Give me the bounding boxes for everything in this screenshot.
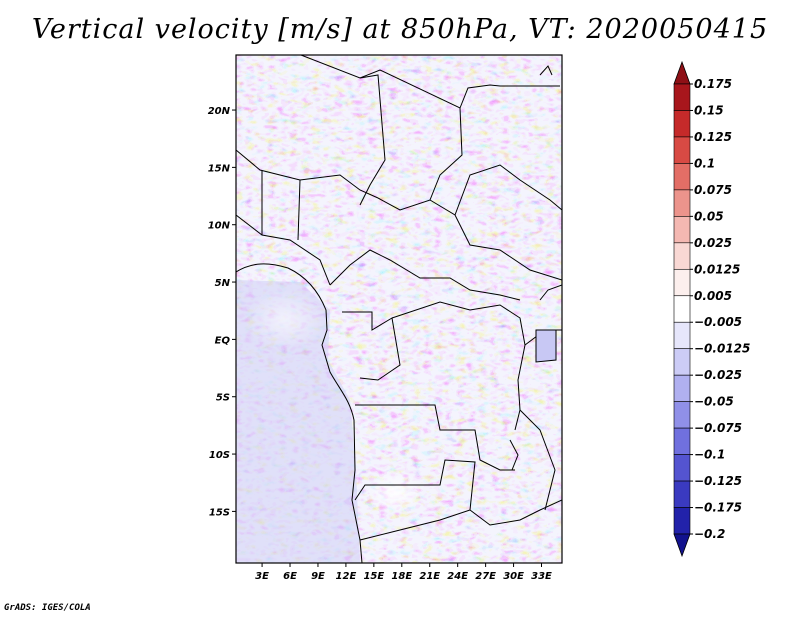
lat-tick-label: 10S [209, 450, 230, 461]
colorbar-label: 0.1 [694, 156, 715, 170]
longitude-axis: 3E 6E 9E 12E 15E 18E 21E 24E 27E 30E 33E [255, 563, 552, 582]
colorbar-label: −0.075 [694, 421, 742, 435]
lon-tick-label: 27E [475, 571, 496, 582]
lat-tick-label: 20N [208, 106, 231, 117]
map-title: Vertical velocity [m/s] at 850hPa, VT: 2… [31, 14, 769, 45]
colorbar-label: 0.15 [694, 103, 724, 117]
colorbar-label: 0.0125 [694, 262, 740, 276]
colorbar-swatch [673, 374, 691, 402]
colorbar-swatch [673, 295, 691, 323]
colorbar-swatch [673, 216, 691, 244]
lat-tick-label: 5S [216, 393, 230, 404]
colorbar-swatch [673, 110, 691, 138]
colorbar-label: −0.1 [694, 448, 725, 462]
colorbar-swatch [673, 507, 691, 535]
colorbar-swatch [673, 189, 691, 217]
colorbar-top-arrow [673, 60, 691, 85]
colorbar-label: −0.005 [694, 315, 742, 329]
colorbar-label: −0.025 [694, 368, 742, 382]
colorbar-swatch [673, 242, 691, 270]
lon-tick-label: 33E [531, 571, 552, 582]
boundaries [236, 55, 562, 563]
colorbar-label: −0.0125 [694, 342, 750, 356]
lon-tick-label: 12E [336, 571, 357, 582]
colorbar-swatch [673, 268, 691, 297]
velocity-field [236, 55, 562, 563]
colorbar-swatch [673, 136, 691, 164]
lon-tick-label: 30E [503, 571, 524, 582]
colorbar-swatch [673, 401, 691, 429]
colorbar-swatch [673, 427, 691, 455]
lon-tick-label: 9E [311, 571, 325, 582]
lon-tick-label: 21E [419, 571, 440, 582]
lon-tick-label: 18E [391, 571, 412, 582]
colorbar-swatch [673, 480, 691, 508]
colorbar-swatch [673, 454, 691, 482]
lat-tick-label: 15S [209, 507, 230, 518]
lat-tick-label: 10N [208, 221, 231, 232]
lat-tick-label: 15N [208, 163, 231, 174]
grads-credit: GrADS: IGES/COLA [4, 603, 91, 613]
latitude-axis: 20N 15N 10N 5N EQ 5S 10S 15S [208, 106, 236, 518]
lat-tick-label: EQ [215, 335, 231, 346]
lon-tick-label: 3E [255, 571, 269, 582]
plot-frame [235, 54, 563, 564]
colorbar: 0.175 0.15 0.125 0.1 0.075 0.05 0.025 0.0125 0.0… [673, 60, 750, 558]
colorbar-label: −0.05 [694, 395, 734, 409]
colorbar-label: 0.05 [694, 209, 724, 223]
colorbar-label: 0.075 [694, 183, 732, 197]
colorbar-swatch [673, 348, 691, 376]
colorbar-label: −0.125 [694, 474, 742, 488]
colorbar-swatch [673, 83, 691, 111]
colorbar-label: −0.175 [694, 501, 742, 515]
lon-tick-label: 6E [283, 571, 297, 582]
colorbar-label: 0.025 [694, 236, 732, 250]
colorbar-swatch [673, 163, 691, 191]
colorbar-swatch [673, 321, 691, 350]
lat-tick-label: 5N [215, 278, 231, 289]
colorbar-label: 0.005 [694, 289, 732, 303]
colorbar-label: 0.125 [694, 130, 732, 144]
colorbar-label: 0.175 [694, 77, 732, 91]
lon-tick-label: 24E [447, 571, 468, 582]
colorbar-label: −0.2 [694, 527, 725, 541]
colorbar-bottom-arrow [673, 533, 691, 558]
lon-tick-label: 15E [363, 571, 384, 582]
